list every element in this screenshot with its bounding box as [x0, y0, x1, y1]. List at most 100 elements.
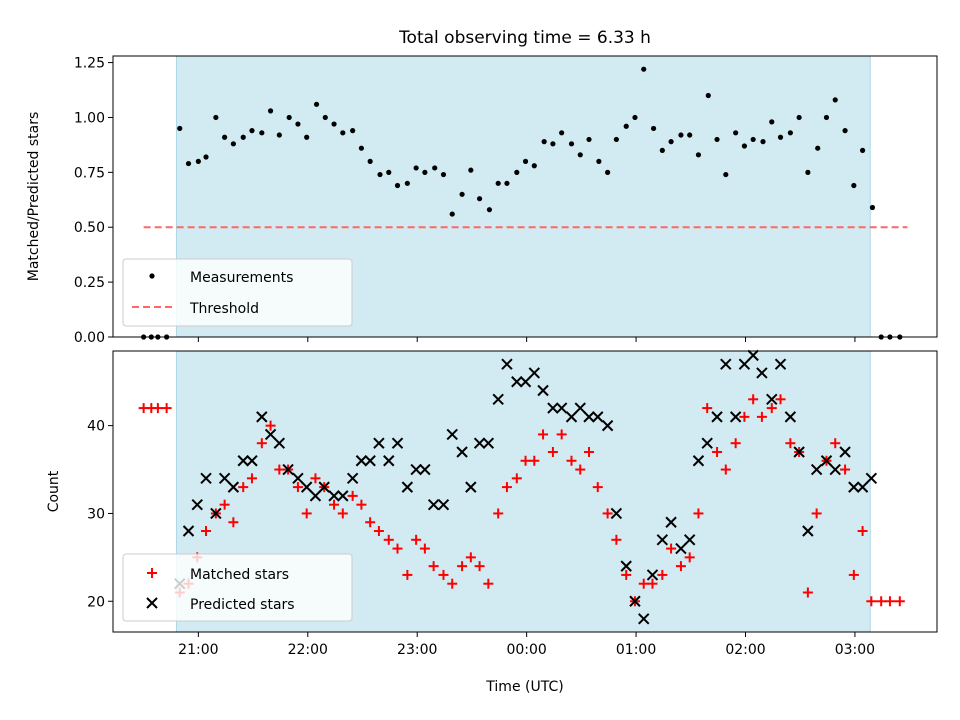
matched-star-point [383, 534, 394, 545]
predicted-star-point [501, 358, 513, 370]
predicted-star-point [401, 481, 414, 493]
measurement-point [613, 136, 619, 143]
predicted-star-point [656, 534, 669, 546]
predicted-star-point [218, 472, 231, 485]
predicted-star-point [583, 411, 595, 423]
measurement-point [276, 132, 282, 138]
matched-star-point [373, 526, 384, 537]
matched-star-point [675, 561, 686, 572]
legend-marker-matched-stars [147, 568, 157, 578]
y-tick-label: 1.25 [74, 56, 105, 72]
predicted-star-point [383, 455, 395, 467]
measurement-point [733, 130, 739, 136]
matched-star-point [566, 455, 577, 466]
measurement-point [623, 123, 629, 129]
matched-star-point [538, 429, 549, 440]
predicted-star-point [246, 455, 258, 467]
predicted-star-point [802, 525, 814, 537]
predicted-star-point [711, 411, 723, 423]
measurement-point [705, 92, 711, 99]
measurement-point [596, 158, 602, 164]
measurement-point [440, 171, 447, 178]
predicted-star-point [701, 437, 713, 449]
predicted-star-point [191, 498, 203, 511]
matched-star-point [428, 561, 439, 572]
measurement-point [750, 136, 756, 143]
predicted-star-point [865, 472, 878, 485]
measurement-point [632, 114, 638, 121]
predicted-star-point [646, 569, 659, 581]
predicted-star-point [292, 472, 304, 485]
matched-star-point [712, 446, 723, 457]
predicted-star-point [766, 393, 778, 406]
measurement-point [586, 136, 592, 143]
measurement-point [240, 134, 246, 140]
measurement-point [559, 130, 565, 136]
predicted-star-point [756, 367, 768, 379]
predicted-star-point [364, 455, 376, 467]
measurement-point [531, 163, 537, 169]
predicted-star-point [300, 481, 313, 493]
matched-star-point [693, 508, 704, 519]
matched-star-point [739, 411, 750, 422]
matched-star-point [301, 508, 312, 519]
matched-star-point [766, 403, 777, 414]
measurement-point [249, 128, 255, 134]
measurement-point [367, 158, 373, 164]
x-tick-label: 23:00 [397, 642, 437, 658]
matched-star-point [592, 482, 603, 493]
matched-star-point [657, 569, 668, 580]
predicted-star-point [519, 376, 532, 388]
matched-star-point [292, 482, 303, 493]
predicted-star-point [555, 402, 568, 414]
matched-star-point [584, 446, 595, 457]
measurement-point [304, 134, 310, 140]
x-axis-label: Time (UTC) [485, 679, 563, 695]
predicted-star-point [528, 367, 541, 379]
predicted-star-point [856, 481, 869, 493]
matched-star-point [748, 394, 759, 405]
matched-star-point [501, 482, 512, 493]
matched-star-point [447, 578, 458, 589]
matched-star-point [337, 508, 348, 519]
measurement-point [350, 128, 356, 134]
matched-star-point [274, 464, 285, 475]
matched-star-point [785, 438, 796, 449]
predicted-star-point [182, 525, 195, 537]
matched-star-point [411, 534, 422, 545]
matched-star-point [465, 552, 476, 563]
measurement-point [541, 139, 547, 145]
predicted-star-point [419, 463, 431, 476]
measurement-point [286, 114, 292, 121]
matched-star-point [520, 455, 531, 466]
matched-star-point [419, 543, 430, 554]
measurement-point [259, 130, 265, 136]
matched-star-point [474, 561, 485, 572]
matched-star-point [256, 438, 267, 449]
measurement-point [741, 143, 748, 149]
matched-star-point [238, 482, 249, 493]
measurement-point [769, 119, 775, 125]
predicted-star-point [200, 472, 212, 485]
matched-star-point [483, 578, 494, 589]
legend-marker-predicted-stars [146, 597, 158, 609]
matched-star-point [265, 420, 276, 431]
matched-star-point [811, 508, 822, 519]
predicted-star-point [747, 349, 759, 362]
measurement-point [550, 141, 556, 147]
top-y-axis-label: Matched/Predicted stars [26, 112, 42, 282]
x-tick-label: 00:00 [506, 642, 546, 658]
matched-star-point [228, 517, 239, 528]
predicted-star-point [373, 437, 385, 449]
predicted-star-point [729, 411, 742, 423]
matched-star-point [830, 438, 841, 449]
measurement-point [203, 154, 209, 160]
matched-star-point [438, 569, 449, 580]
measurement-point [796, 114, 802, 121]
predicted-star-point [683, 534, 696, 546]
predicted-star-point [601, 419, 614, 432]
measurement-point [422, 169, 428, 175]
measurement-point [687, 132, 693, 138]
y-tick-label: 0.25 [74, 275, 105, 291]
matched-star-point [356, 499, 367, 510]
